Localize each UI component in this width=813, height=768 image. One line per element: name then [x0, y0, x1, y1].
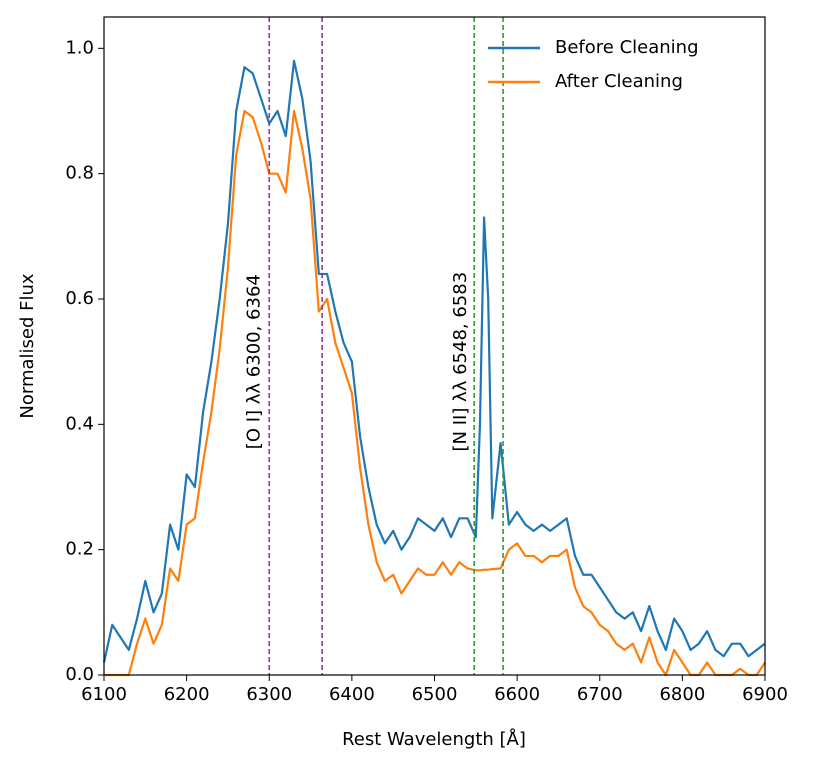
- y-tick-label: 0.8: [65, 163, 94, 184]
- data-line: [104, 109, 766, 677]
- x-tick-label: 6700: [577, 684, 623, 705]
- x-tick-label: 6800: [659, 684, 705, 705]
- x-tick-label: 6500: [412, 684, 458, 705]
- legend-label: After Cleaning: [555, 71, 683, 92]
- x-tick-label: 6200: [164, 684, 210, 705]
- x-tick-label: 6400: [329, 684, 375, 705]
- y-tick-label: 1.0: [65, 37, 94, 58]
- legend-label: Before Cleaning: [555, 37, 699, 58]
- y-axis-label: Normalised Flux: [17, 273, 38, 418]
- x-tick-label: 6600: [494, 684, 540, 705]
- annotation: [O I] λλ 6300, 6364: [243, 274, 264, 449]
- x-tick-label: 6900: [742, 684, 788, 705]
- annotation: [N II] λλ 6548, 6583: [450, 272, 471, 452]
- plot-frame: [103, 16, 766, 676]
- x-tick-label: 6300: [246, 684, 292, 705]
- x-axis-label: Rest Wavelength [Å]: [342, 728, 526, 750]
- y-tick-label: 0.2: [65, 539, 94, 560]
- y-tick-label: 0.0: [65, 664, 94, 685]
- x-tick-label: 6100: [81, 684, 127, 705]
- data-line: [102, 59, 766, 663]
- y-tick-label: 0.6: [65, 288, 94, 309]
- y-tick-label: 0.4: [65, 413, 94, 434]
